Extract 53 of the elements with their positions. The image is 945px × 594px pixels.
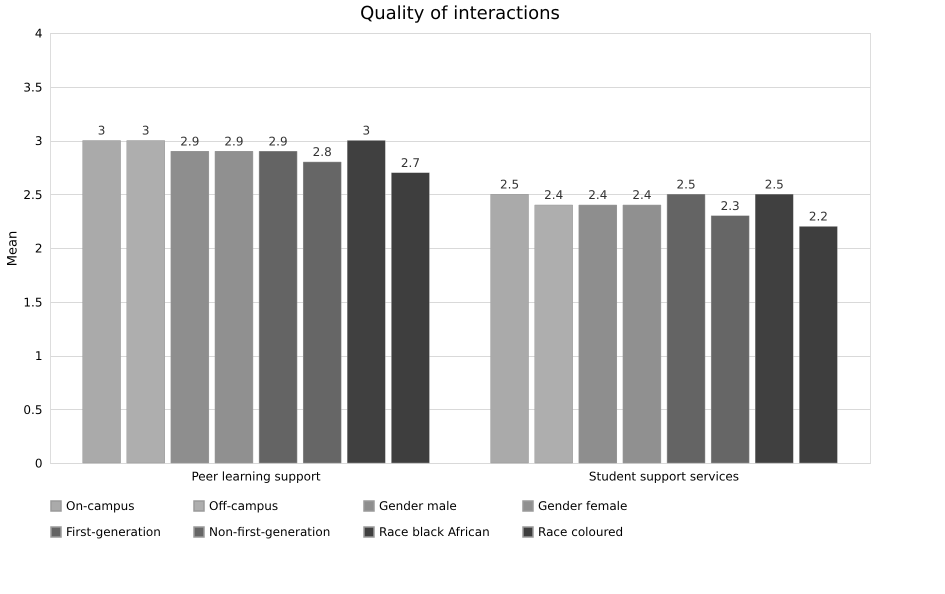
legend-label: Gender male — [379, 499, 457, 513]
y-tick-label: 0.5 — [23, 402, 42, 417]
data-label: 2.2 — [808, 210, 828, 224]
bar — [799, 226, 838, 464]
data-label: 2.5 — [500, 177, 520, 192]
data-label: 3 — [142, 124, 150, 138]
chart-title: Quality of interactions — [360, 3, 560, 24]
data-label: 2.5 — [764, 177, 784, 192]
bar — [622, 204, 662, 464]
data-label: 2.3 — [720, 198, 740, 213]
y-tick-label: 0 — [34, 456, 42, 470]
bar — [347, 140, 386, 464]
bar — [82, 140, 121, 464]
bar — [710, 216, 750, 464]
data-label: 3 — [362, 124, 370, 138]
bar — [391, 172, 430, 464]
data-label: 2.9 — [224, 134, 244, 148]
legend-label: On-campus — [66, 499, 134, 513]
y-tick-label: 4 — [34, 26, 42, 40]
bar — [214, 151, 254, 464]
legend-label: Off-campus — [209, 499, 278, 513]
bar — [578, 204, 618, 464]
bar — [490, 194, 529, 464]
legend-label: Race black African — [379, 525, 490, 539]
bar — [534, 204, 573, 464]
y-tick-label: 3 — [34, 134, 42, 148]
legend-label: Race coloured — [538, 525, 624, 539]
legend-label: Non-first-generation — [209, 525, 330, 539]
data-label: 2.4 — [588, 188, 608, 202]
bar — [258, 151, 298, 464]
bar — [126, 140, 165, 464]
data-label: 3 — [98, 124, 106, 138]
data-label: 2.4 — [632, 188, 652, 202]
data-label: 2.7 — [400, 156, 420, 170]
bar — [302, 162, 342, 464]
x-tick-label: Peer learning support — [191, 470, 321, 484]
data-label: 2.4 — [544, 188, 564, 202]
bar — [170, 151, 210, 464]
data-label: 2.9 — [268, 134, 288, 148]
y-axis-title: Mean — [5, 230, 20, 266]
legend-label: Gender female — [538, 499, 628, 513]
data-label: 2.8 — [312, 145, 332, 159]
y-tick-label: 3.5 — [23, 80, 42, 94]
y-tick-label: 2.5 — [23, 188, 42, 202]
data-label: 2.5 — [676, 177, 696, 192]
y-tick-label: 1 — [34, 349, 42, 363]
y-tick-label: 2 — [34, 242, 42, 256]
x-tick-label: Student support services — [588, 470, 740, 484]
bar — [755, 194, 794, 464]
legend-label: First-generation — [66, 525, 161, 539]
bar — [666, 194, 706, 464]
y-tick-label: 1.5 — [23, 295, 42, 310]
data-label: 2.9 — [180, 134, 200, 148]
